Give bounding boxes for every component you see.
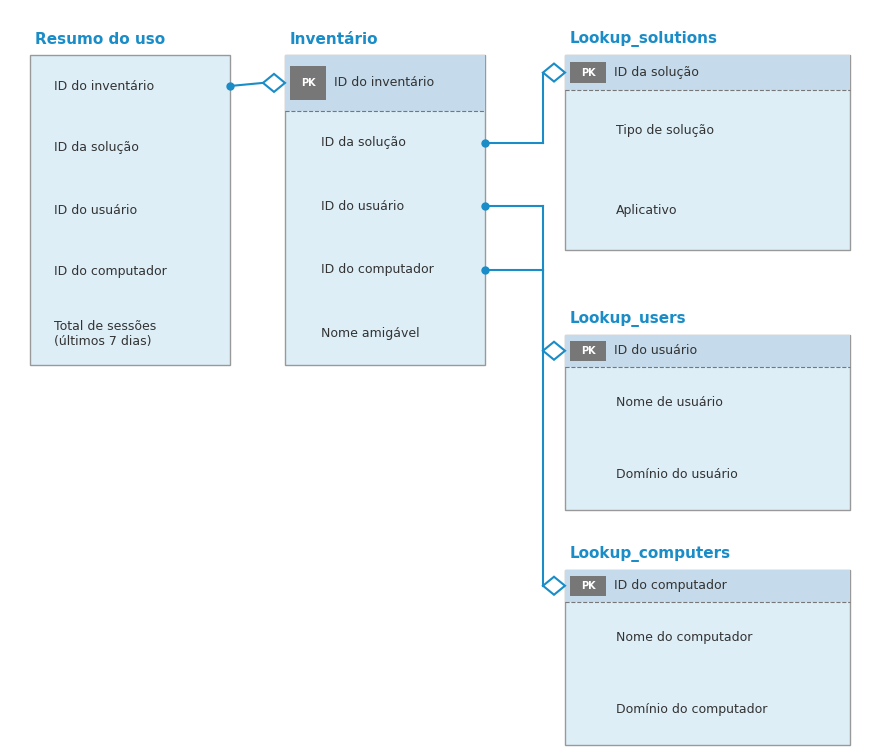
Text: PK: PK — [581, 68, 595, 77]
Text: Nome do computador: Nome do computador — [616, 631, 752, 644]
FancyBboxPatch shape — [565, 570, 850, 602]
FancyBboxPatch shape — [285, 55, 485, 365]
FancyBboxPatch shape — [565, 335, 850, 510]
Text: Total de sessões
(últimos 7 dias): Total de sessões (últimos 7 dias) — [54, 320, 157, 348]
Text: ID do inventário: ID do inventário — [334, 77, 434, 89]
Text: Resumo do uso: Resumo do uso — [35, 32, 165, 47]
Text: PK: PK — [581, 346, 595, 356]
FancyBboxPatch shape — [565, 570, 850, 745]
Text: Tipo de solução: Tipo de solução — [616, 123, 715, 137]
Text: ID da solução: ID da solução — [614, 66, 699, 79]
FancyBboxPatch shape — [565, 335, 850, 366]
Text: Lookup_users: Lookup_users — [570, 311, 686, 327]
Text: Nome amigável: Nome amigável — [321, 326, 420, 340]
FancyBboxPatch shape — [290, 65, 326, 100]
FancyBboxPatch shape — [565, 55, 850, 90]
Text: Domínio do usuário: Domínio do usuário — [616, 468, 738, 481]
FancyBboxPatch shape — [570, 576, 606, 596]
Text: ID da solução: ID da solução — [54, 141, 139, 154]
FancyBboxPatch shape — [30, 55, 230, 365]
Text: ID da solução: ID da solução — [321, 136, 406, 149]
Text: Lookup_computers: Lookup_computers — [570, 546, 731, 562]
Text: ID do computador: ID do computador — [321, 263, 434, 276]
Text: ID do inventário: ID do inventário — [54, 80, 154, 92]
Text: PK: PK — [301, 78, 315, 88]
Text: Aplicativo: Aplicativo — [616, 204, 678, 217]
FancyBboxPatch shape — [285, 55, 485, 111]
FancyBboxPatch shape — [565, 55, 850, 250]
FancyBboxPatch shape — [570, 62, 606, 83]
Text: ID do computador: ID do computador — [54, 265, 166, 278]
Text: Domínio do computador: Domínio do computador — [616, 702, 767, 716]
Text: Lookup_solutions: Lookup_solutions — [570, 31, 718, 47]
Text: Nome de usuário: Nome de usuário — [616, 396, 723, 409]
Text: ID do usuário: ID do usuário — [321, 199, 404, 213]
Text: ID do computador: ID do computador — [614, 579, 727, 593]
Text: ID do usuário: ID do usuário — [614, 344, 697, 357]
FancyBboxPatch shape — [570, 341, 606, 360]
Text: PK: PK — [581, 581, 595, 591]
Text: ID do usuário: ID do usuário — [54, 204, 137, 217]
Text: Inventário: Inventário — [290, 32, 378, 47]
